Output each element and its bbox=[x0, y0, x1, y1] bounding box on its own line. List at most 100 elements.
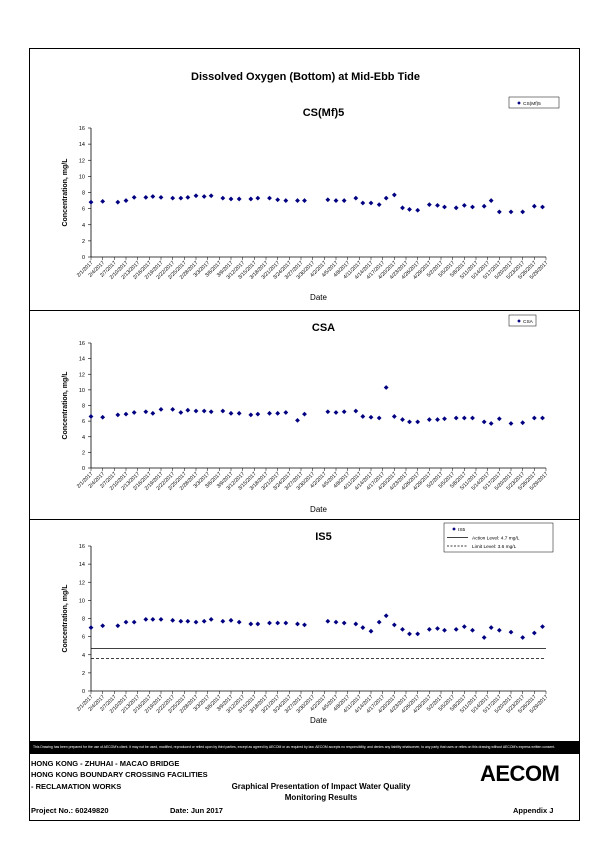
legend-box bbox=[508, 96, 560, 109]
y-tick-label: 8 bbox=[82, 191, 85, 197]
data-point bbox=[368, 628, 374, 634]
data-point bbox=[150, 617, 156, 622]
x-axis-label: Date bbox=[310, 716, 327, 725]
y-axis-label: Concentration, mg/L bbox=[62, 158, 69, 227]
data-point bbox=[520, 209, 526, 215]
data-point bbox=[470, 204, 475, 210]
data-point bbox=[131, 619, 137, 625]
data-point bbox=[228, 410, 234, 416]
data-point bbox=[143, 409, 149, 415]
data-point bbox=[201, 618, 207, 624]
data-point bbox=[208, 617, 214, 622]
data-point bbox=[115, 199, 121, 205]
x-axis-label: Date bbox=[310, 505, 327, 514]
data-point bbox=[376, 202, 382, 207]
project-line-1: HONG KONG - ZHUHAI - MACAO BRIDGE bbox=[31, 759, 180, 768]
report-date: Date: Jun 2017 bbox=[170, 806, 223, 815]
y-axis-label: Concentration, mg/L bbox=[62, 371, 69, 440]
data-point bbox=[275, 197, 281, 203]
data-point bbox=[496, 209, 502, 215]
data-point bbox=[178, 410, 184, 415]
data-point bbox=[407, 207, 412, 212]
chart-title: CSA bbox=[312, 322, 335, 334]
x-axis-label: Date bbox=[310, 293, 327, 302]
legend-marker bbox=[452, 527, 456, 531]
data-point bbox=[208, 193, 214, 199]
y-tick-label: 0 bbox=[82, 255, 85, 261]
data-point bbox=[360, 625, 366, 630]
data-point bbox=[376, 619, 382, 625]
data-point bbox=[520, 420, 526, 426]
data-point bbox=[170, 407, 176, 412]
data-point bbox=[88, 625, 94, 630]
data-point bbox=[220, 408, 226, 414]
data-point bbox=[461, 415, 467, 421]
data-point bbox=[426, 626, 432, 632]
disclaimer-bar: This Drawing has been prepared for the u… bbox=[29, 741, 580, 754]
data-point bbox=[400, 205, 405, 211]
data-point bbox=[508, 629, 514, 635]
data-point bbox=[383, 613, 389, 619]
data-point bbox=[158, 617, 164, 622]
legend-label: CS(Mf)5 bbox=[523, 101, 541, 107]
data-point bbox=[442, 416, 447, 422]
data-point bbox=[520, 635, 526, 640]
data-point bbox=[267, 195, 272, 201]
y-tick-label: 2 bbox=[82, 239, 85, 245]
panel-divider bbox=[29, 310, 580, 311]
data-point bbox=[236, 619, 242, 625]
y-tick-label: 16 bbox=[79, 126, 85, 132]
data-point bbox=[185, 194, 191, 200]
data-point bbox=[442, 204, 447, 210]
data-point bbox=[158, 194, 164, 200]
legend-label: Action Level: 4.7 mg/L bbox=[472, 535, 520, 541]
data-point bbox=[435, 417, 440, 422]
aecom-logo: AECOM bbox=[480, 761, 560, 786]
data-point bbox=[170, 617, 176, 623]
data-point bbox=[453, 415, 459, 421]
data-point bbox=[415, 631, 421, 637]
data-point bbox=[333, 619, 339, 625]
data-point bbox=[453, 626, 459, 632]
data-point bbox=[368, 414, 374, 420]
data-point bbox=[488, 198, 494, 203]
drawing-title-line-2: Monitoring Results bbox=[284, 793, 358, 802]
data-point bbox=[531, 415, 537, 421]
legend-label: Limit Level: 3.6 mg/L bbox=[472, 544, 517, 550]
project-line-2: HONG KONG BOUNDARY CROSSING FACILITIES bbox=[31, 770, 208, 779]
data-point bbox=[426, 202, 432, 207]
data-point bbox=[236, 410, 242, 416]
data-point bbox=[143, 194, 149, 200]
data-point bbox=[267, 620, 272, 626]
data-point bbox=[435, 626, 440, 631]
data-point bbox=[426, 417, 432, 422]
data-point bbox=[341, 198, 347, 203]
data-point bbox=[325, 618, 331, 624]
data-point bbox=[283, 620, 289, 626]
y-tick-label: 10 bbox=[79, 598, 85, 604]
data-point bbox=[442, 627, 447, 633]
data-point bbox=[201, 194, 207, 199]
data-point bbox=[508, 421, 514, 426]
data-point bbox=[185, 618, 191, 624]
y-tick-label: 4 bbox=[82, 435, 85, 441]
project-line-3: - RECLAMATION WORKS bbox=[31, 782, 122, 791]
data-point bbox=[88, 414, 94, 419]
data-point bbox=[325, 409, 331, 415]
data-point bbox=[391, 414, 397, 419]
chart-title: IS5 bbox=[315, 531, 332, 543]
data-point bbox=[220, 618, 226, 624]
y-tick-label: 8 bbox=[82, 617, 85, 623]
y-tick-label: 12 bbox=[79, 372, 85, 378]
y-tick-label: 14 bbox=[79, 357, 85, 363]
y-tick-label: 10 bbox=[79, 388, 85, 394]
data-point bbox=[341, 409, 347, 415]
data-point bbox=[383, 385, 389, 390]
data-point bbox=[88, 199, 94, 205]
data-point bbox=[531, 630, 537, 636]
data-point bbox=[248, 196, 254, 202]
data-point bbox=[100, 198, 106, 204]
appendix-label: Appendix J bbox=[513, 806, 554, 815]
data-point bbox=[115, 623, 121, 629]
